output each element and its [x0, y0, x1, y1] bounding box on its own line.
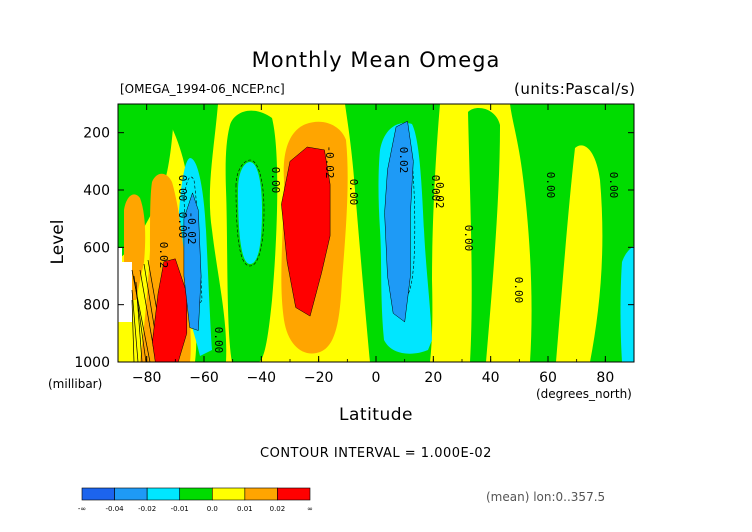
- x-tick-label: 0: [372, 370, 381, 386]
- legend-swatch: [211, 487, 246, 501]
- legend-label: -0.04: [106, 505, 125, 513]
- units-label: (units:Pascal/s): [514, 80, 636, 98]
- x-tick-label: 80: [596, 370, 614, 386]
- contour-label: 0.00: [512, 277, 525, 304]
- source-file-label: [OMEGA_1994-06_NCEP.nc]: [120, 82, 285, 96]
- y-axis-title: Level: [48, 219, 68, 265]
- contour-label: 0.02: [157, 242, 170, 269]
- legend-swatch: [244, 487, 278, 501]
- region-red: [281, 146, 331, 317]
- x-tick-label: 40: [482, 370, 500, 386]
- masked-surface-area: [118, 248, 132, 322]
- x-tick-label: −60: [189, 370, 219, 386]
- contour-label: 0.00: [176, 212, 189, 239]
- contour-label: 0.00: [347, 179, 360, 206]
- legend-swatch: [81, 487, 115, 501]
- legend-label: 0.02: [270, 505, 286, 513]
- legend-swatch: [277, 487, 311, 501]
- y-tick-label: 1000: [74, 355, 110, 371]
- y-tick-label: 600: [83, 240, 110, 256]
- cyan-region-90n: [620, 246, 634, 362]
- legend-label: 0.01: [237, 505, 253, 513]
- contour-label: 0.02: [397, 147, 410, 174]
- x-tick-label: −40: [247, 370, 277, 386]
- legend-label: 0.0: [207, 505, 218, 513]
- contour-label: 0.00: [607, 172, 620, 199]
- legend-label: -0.01: [171, 505, 189, 513]
- legend-swatch: [179, 487, 213, 501]
- contour-label: 0.00: [462, 225, 475, 252]
- legend-label: -0.02: [138, 505, 156, 513]
- x-tick-label: −80: [132, 370, 162, 386]
- legend-swatch: [146, 487, 181, 501]
- region-blue: [384, 120, 414, 323]
- contour-label: 0.00: [269, 167, 282, 194]
- x-axis-title: Latitude: [339, 405, 413, 425]
- chart-title: Monthly Mean Omega: [251, 48, 501, 72]
- y-tick-label: 800: [83, 298, 110, 314]
- legend-label: -∞: [78, 505, 86, 513]
- region-blue: [183, 192, 202, 331]
- contour-label: 0.00: [176, 175, 189, 202]
- x-tick-label: 60: [539, 370, 557, 386]
- contour-label: 0.00: [212, 327, 225, 354]
- green-band-30n: [468, 108, 500, 362]
- y-tick-label: 200: [83, 126, 110, 142]
- legend-label: ∞: [307, 505, 313, 513]
- contour-label: -0.02: [323, 145, 336, 178]
- contour-interval-text: CONTOUR INTERVAL = 1.000E-02: [260, 446, 492, 461]
- y-tick-label: 400: [83, 183, 110, 199]
- contour-label: -0.02: [185, 211, 198, 244]
- mean-note: (mean) lon:0..357.5: [486, 490, 606, 504]
- contour-label: -0.02: [433, 175, 446, 208]
- contour-label: 0.00: [429, 175, 442, 202]
- green-band-east: [510, 104, 634, 362]
- legend-swatch: [114, 487, 148, 501]
- cyan-region-50s: [238, 162, 262, 264]
- x-tick-label: −20: [304, 370, 334, 386]
- x-axis-unit: (degrees_north): [536, 387, 632, 401]
- contour-label: 0.00: [544, 172, 557, 199]
- y-axis-unit: (millibar): [48, 377, 103, 391]
- x-tick-label: 20: [424, 370, 442, 386]
